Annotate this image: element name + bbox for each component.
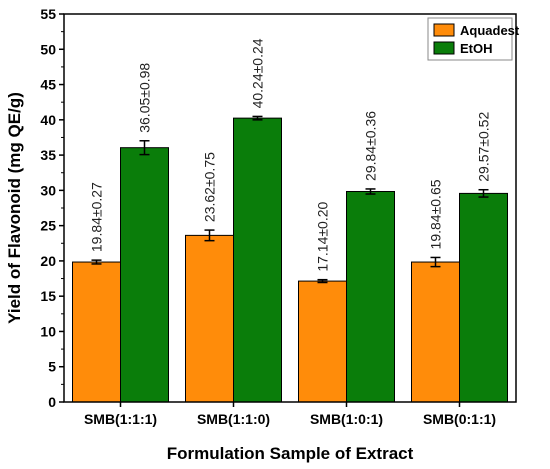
data-label-aquadest-3: 17.14±0.20	[315, 201, 331, 271]
legend-label-aquadest: Aquadest	[460, 23, 520, 38]
error-bar-aquadest-3	[317, 278, 328, 284]
y-axis-title: Yield of Flavonoid (mg QE/g)	[5, 92, 24, 324]
data-label-etoh-1: 36.05±0.98	[137, 63, 153, 133]
bar-etoh-1	[120, 147, 169, 403]
legend-label-etoh: EtOH	[460, 41, 493, 56]
y-tick-label: 15	[40, 288, 56, 304]
data-label-aquadest-2: 23.62±0.75	[202, 152, 218, 222]
y-tick-label: 20	[40, 253, 56, 269]
data-label-aquadest-4: 19.84±0.65	[428, 179, 444, 249]
x-tick-label: SMB(1:1:0)	[197, 411, 270, 427]
bar-etoh-2	[233, 117, 282, 403]
y-tick-label: 40	[40, 112, 56, 128]
error-bar-etoh-4	[478, 188, 489, 198]
bar-aquadest-4	[411, 261, 460, 403]
x-axis-title: Formulation Sample of Extract	[167, 444, 414, 463]
y-tick-label: 0	[48, 394, 56, 410]
legend-swatch-etoh	[433, 41, 455, 55]
y-tick-label: 50	[40, 41, 56, 57]
error-bar-etoh-1	[139, 140, 150, 156]
legend-swatch-aquadest	[433, 23, 455, 37]
error-bar-etoh-2	[252, 115, 263, 121]
data-labels: 19.84±0.27 36.05±0.98 23.62±0.75 40.24±0.24…	[89, 38, 492, 271]
error-bars	[91, 115, 489, 284]
bar-aquadest-2	[185, 234, 234, 403]
y-tick-label: 5	[48, 359, 56, 375]
y-tick-label: 55	[40, 6, 56, 22]
bar-etoh-3	[346, 190, 395, 403]
data-label-etoh-4: 29.57±0.52	[476, 112, 492, 182]
bars	[72, 117, 508, 403]
y-tick-label: 25	[40, 218, 56, 234]
legend: Aquadest EtOH	[427, 17, 520, 61]
y-tick-label: 45	[40, 77, 56, 93]
y-tick-label: 30	[40, 182, 56, 198]
x-tick-label: SMB(0:1:1)	[423, 411, 496, 427]
data-label-etoh-2: 40.24±0.24	[250, 38, 266, 108]
error-bar-aquadest-2	[204, 229, 215, 242]
data-label-aquadest-1: 19.84±0.27	[89, 182, 105, 252]
data-label-etoh-3: 29.84±0.36	[363, 111, 379, 181]
bar-etoh-4	[459, 192, 508, 403]
error-bar-etoh-3	[365, 188, 376, 195]
y-tick-label: 35	[40, 147, 56, 163]
axes: 0 5 10 15 20 25 30 35 40 45 50 55 SMB(1:1:1) SMB(1:1:…	[40, 6, 517, 427]
x-tick-label: SMB(1:0:1)	[310, 411, 383, 427]
x-tick-label: SMB(1:1:1)	[84, 411, 157, 427]
y-tick-label: 10	[40, 323, 56, 339]
bar-aquadest-3	[298, 280, 347, 403]
error-bar-aquadest-1	[91, 259, 102, 265]
bar-aquadest-1	[72, 261, 121, 403]
error-bar-aquadest-4	[430, 256, 441, 268]
